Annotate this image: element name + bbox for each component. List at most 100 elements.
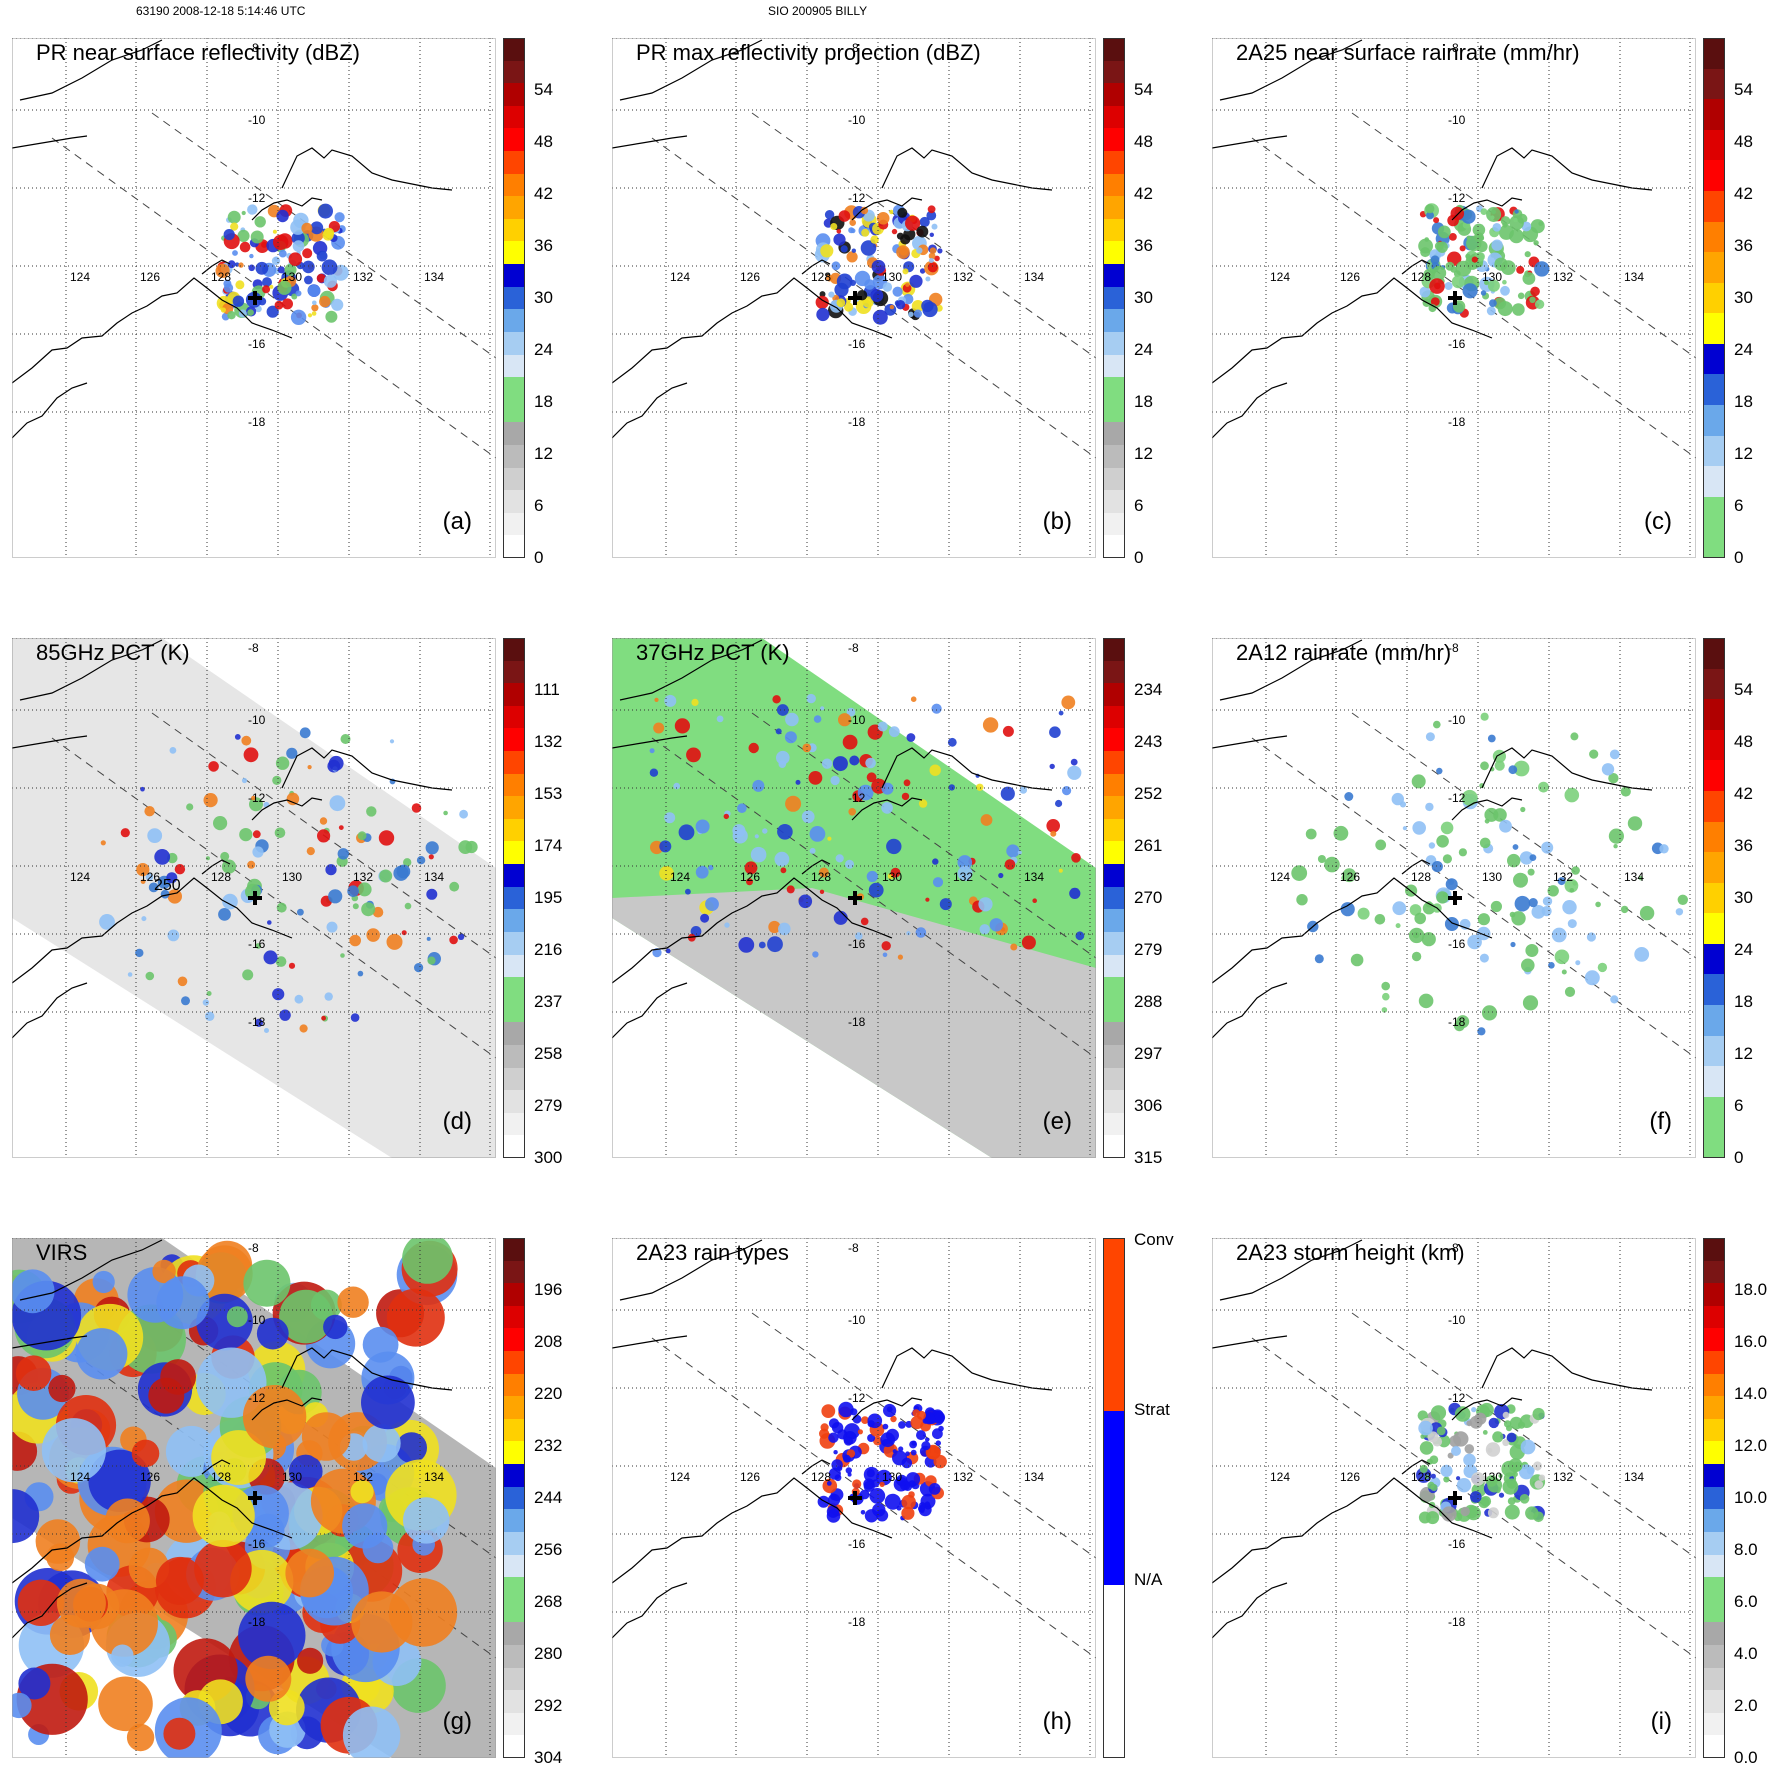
precip-cell [302, 248, 313, 259]
colorbar-tick-label: 54 [1134, 80, 1153, 99]
precip-cell [328, 755, 344, 771]
precip-cell [905, 215, 921, 231]
panel-c: 124 126 128 130 132 134 -8 -10 -12 -16 -18 2A25 ne… [1212, 38, 1753, 567]
precip-cell [737, 803, 747, 813]
precip-cell [1381, 981, 1390, 991]
precip-cell [1429, 278, 1445, 294]
precip-cell [833, 910, 848, 925]
colorbar-segment [1703, 729, 1725, 761]
coastline [612, 1335, 688, 1349]
precip-cell [1421, 932, 1436, 947]
precip-cell [304, 275, 313, 285]
precip-cell [1506, 1425, 1512, 1432]
colorbar-segment [1103, 241, 1125, 265]
colorbar-segment [503, 909, 525, 933]
colorbar-tick-label: 6 [1734, 496, 1744, 515]
lat-label: -18 [1448, 415, 1466, 429]
lon-label: 132 [353, 870, 373, 884]
precip-cell [140, 786, 145, 792]
precip-cell [1055, 799, 1063, 808]
precip-cell [414, 963, 424, 973]
colorbar-tick-label: 36 [534, 236, 553, 255]
colorbar-tick-label: 315 [1134, 1148, 1163, 1167]
lat-label: -8 [248, 641, 259, 655]
colorbar-segment [1703, 1644, 1725, 1669]
precip-cell [982, 717, 999, 733]
precip-cell [831, 261, 841, 271]
colorbar-segment [1703, 1667, 1725, 1691]
precip-cell [1561, 969, 1567, 975]
precip-cell [690, 926, 702, 937]
colorbar-segment [503, 1067, 525, 1091]
precip-cell [678, 824, 695, 841]
precip-cell [267, 920, 272, 925]
map-frame [1212, 1238, 1696, 1758]
colorbar-segment [1703, 1396, 1725, 1420]
lat-label: -10 [1448, 1313, 1466, 1327]
precip-cell [1529, 854, 1537, 861]
precip-cell [772, 695, 781, 704]
colorbar-tick-label: 304 [534, 1748, 563, 1767]
colorbar-frame [503, 638, 525, 1158]
map-frame [612, 638, 1096, 1158]
lat-label: -18 [848, 1015, 866, 1029]
colorbar-segment [503, 467, 525, 491]
colorbar-segment [1703, 1328, 1725, 1352]
panel-title: PR max reflectivity projection (dBZ) [636, 40, 981, 65]
precip-cell [1522, 995, 1539, 1011]
colorbar-tick-label: 54 [1734, 680, 1753, 699]
precip-cell [1344, 792, 1354, 801]
colorbar [1703, 638, 1725, 1159]
panel-title: PR near surface reflectivity (dBZ) [36, 40, 360, 65]
colorbar-tick-label: 54 [534, 80, 553, 99]
lat-label: -18 [248, 1015, 266, 1029]
precip-cell [349, 934, 362, 947]
precip-cell [227, 311, 236, 320]
precip-cell [340, 953, 345, 958]
colorbar-segment [503, 1090, 525, 1114]
colorbar-frame [503, 38, 525, 558]
precip-cell [845, 859, 854, 869]
coastline [612, 982, 688, 1039]
precip-cell [147, 828, 163, 843]
precip-cell [877, 721, 888, 732]
precip-cell [1491, 239, 1503, 251]
precip-cell [665, 948, 671, 954]
precip-cell [223, 279, 232, 288]
lat-label: -18 [1448, 1015, 1466, 1029]
precip-cell [844, 302, 854, 312]
swath-warm-region [612, 888, 1096, 1158]
colorbar-segment [1103, 535, 1125, 559]
colorbar-tick-label: 36 [1734, 836, 1753, 855]
colorbar-tick-label: 6 [1134, 496, 1144, 515]
precip-cell [1472, 223, 1486, 237]
precip-cell [301, 222, 313, 234]
precip-cell [379, 869, 393, 883]
precip-cell [227, 260, 236, 269]
precip-cell [1533, 1511, 1544, 1523]
colorbar-segment [1103, 683, 1125, 707]
precip-cell [144, 806, 155, 817]
panel-title: 37GHz PCT (K) [636, 640, 790, 665]
precip-cell [1426, 1511, 1440, 1525]
colorbar-segment [1703, 1283, 1725, 1307]
precip-cell [177, 976, 188, 987]
precip-cell [1516, 265, 1525, 274]
precip-cell [1418, 238, 1433, 254]
precip-cell [324, 992, 333, 1001]
precip-cell [372, 906, 384, 918]
precip-cell [821, 1404, 836, 1418]
colorbar [1703, 1238, 1725, 1759]
precip-cell [92, 1270, 115, 1294]
precip-cell [1333, 825, 1349, 841]
precip-cell [832, 756, 848, 772]
precip-cell [826, 1505, 840, 1518]
lat-label: -8 [848, 641, 859, 655]
colorbar-segment [503, 241, 525, 265]
precip-cell [891, 228, 898, 235]
precip-cell [1551, 927, 1567, 943]
precip-cell [1479, 837, 1491, 849]
lon-label: 132 [1553, 1470, 1573, 1484]
storm-center-marker [248, 1491, 262, 1505]
colorbar-segment [503, 683, 525, 707]
